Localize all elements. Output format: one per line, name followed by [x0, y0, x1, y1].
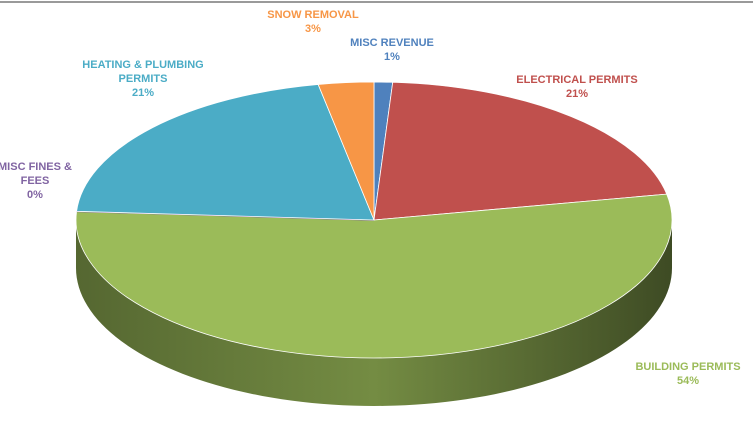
pie-slice [76, 84, 375, 221]
category-name: HEATING & PLUMBING PERMITS [82, 59, 204, 85]
data-label: MISC REVENUE 1% [350, 36, 434, 64]
data-label: SNOW REMOVAL 3% [267, 8, 358, 36]
pie-slice-side [76, 220, 672, 406]
category-name: SNOW REMOVAL [267, 9, 359, 21]
pie-tops [75, 81, 673, 359]
category-name: ELECTRICAL PERMITS [516, 74, 638, 86]
pie-slice [373, 81, 668, 221]
data-label: ELECTRICAL PERMITS 21% [516, 73, 637, 101]
percent-label: 21% [565, 88, 589, 100]
percent-label: 3% [305, 23, 321, 35]
pie-sides [76, 220, 672, 406]
data-label: MISC FINES & FEES 0% [0, 160, 73, 202]
percent-label: 21% [131, 87, 155, 99]
data-label: BUILDING PERMITS 54% [635, 360, 740, 388]
percent-label: 1% [384, 51, 400, 63]
percent-label: 0% [27, 189, 43, 201]
category-name: MISC FINES & FEES [0, 161, 72, 187]
pie-slice [317, 81, 375, 221]
pie-slice [75, 193, 673, 359]
category-name: BUILDING PERMITS [635, 361, 741, 373]
percent-label: 54% [676, 375, 700, 387]
data-label: HEATING & PLUMBING PERMITS 21% [79, 58, 207, 100]
category-name: MISC REVENUE [350, 37, 434, 49]
